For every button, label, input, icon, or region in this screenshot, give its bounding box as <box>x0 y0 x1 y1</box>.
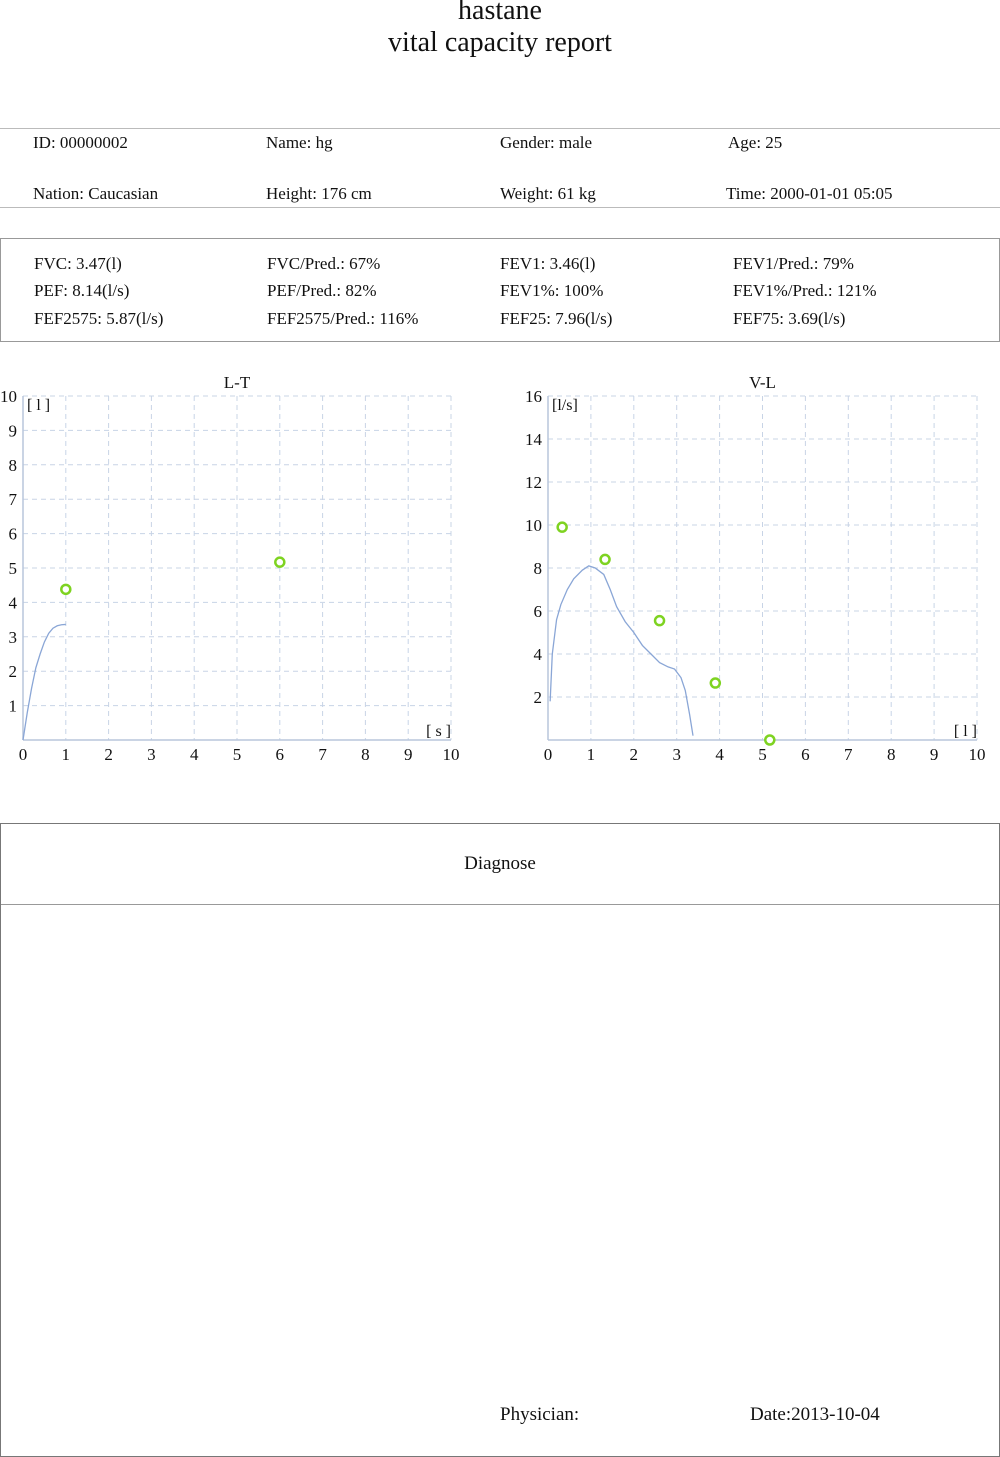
patient-age: Age: 25 <box>728 133 783 152</box>
x-axis-label: [ s ] <box>426 723 451 740</box>
x-tick-label: 10 <box>969 745 986 764</box>
y-tick-label: 8 <box>9 456 18 475</box>
results-box: FVC: 3.47(l) FVC/Pred.: 67% FEV1: 3.46(l… <box>0 238 1000 342</box>
x-tick-label: 3 <box>672 745 681 764</box>
result-pef: PEF: 8.14(l/s) <box>34 281 130 300</box>
y-tick-label: 6 <box>9 525 18 544</box>
patient-name: Name: hg <box>266 133 333 152</box>
x-tick-label: 5 <box>758 745 767 764</box>
report-date: Date:2013-10-04 <box>750 1404 880 1425</box>
x-tick-label: 4 <box>715 745 724 764</box>
x-tick-label: 1 <box>587 745 596 764</box>
predicted-point <box>653 614 666 627</box>
diagnose-heading: Diagnose <box>1 824 999 905</box>
y-tick-label: 2 <box>9 662 18 681</box>
y-tick-label: 2 <box>534 688 543 707</box>
y-tick-label: 12 <box>525 473 542 492</box>
x-tick-label: 2 <box>104 745 113 764</box>
y-tick-label: 9 <box>9 421 18 440</box>
x-tick-label: 9 <box>404 745 413 764</box>
chart-title: L-T <box>224 373 251 392</box>
chart-title: V-L <box>749 373 776 392</box>
y-tick-label: 8 <box>534 559 543 578</box>
predicted-point <box>60 583 72 596</box>
predicted-point <box>274 556 286 568</box>
hospital-name: hastane <box>458 0 542 26</box>
x-tick-label: 5 <box>233 745 242 764</box>
result-fev1-pred: FEV1/Pred.: 79% <box>733 254 854 273</box>
x-tick-label: 0 <box>544 745 553 764</box>
x-axis-label: [ l ] <box>954 723 977 740</box>
x-tick-label: 4 <box>190 745 199 764</box>
patient-weight: Weight: 61 kg <box>500 184 596 203</box>
result-pef-pred: PEF/Pred.: 82% <box>267 281 377 300</box>
result-fvc-pred: FVC/Pred.: 67% <box>267 254 381 273</box>
y-axis-label: [l/s] <box>552 397 578 414</box>
series-line <box>549 565 694 736</box>
predicted-point <box>556 521 568 533</box>
y-tick-label: 4 <box>534 645 543 664</box>
result-fef2575: FEF2575: 5.87(l/s) <box>34 309 164 328</box>
result-fef25: FEF25: 7.96(l/s) <box>500 309 613 328</box>
patient-gender: Gender: male <box>500 133 593 152</box>
predicted-point <box>764 734 776 746</box>
predicted-point <box>599 553 611 566</box>
x-tick-label: 8 <box>887 745 896 764</box>
result-fef75: FEF75: 3.69(l/s) <box>733 309 846 328</box>
result-fev1-percent-pred: FEV1%/Pred.: 121% <box>733 281 877 300</box>
patient-time: Time: 2000-01-01 05:05 <box>726 184 893 203</box>
y-tick-label: 3 <box>9 628 18 647</box>
x-tick-label: 2 <box>630 745 639 764</box>
x-tick-label: 8 <box>361 745 370 764</box>
result-fef2575-pred: FEF2575/Pred.: 116% <box>267 309 419 328</box>
x-tick-label: 10 <box>443 745 460 764</box>
report-title: vital capacity report <box>388 27 612 58</box>
x-tick-label: 7 <box>844 745 853 764</box>
y-axis-label: [ l ] <box>27 397 50 414</box>
patient-nation: Nation: Caucasian <box>33 184 159 203</box>
y-tick-label: 5 <box>9 559 18 578</box>
series-line <box>22 623 66 741</box>
y-tick-label: 10 <box>0 387 17 406</box>
x-tick-label: 9 <box>930 745 939 764</box>
x-tick-label: 1 <box>62 745 71 764</box>
result-fev1: FEV1: 3.46(l) <box>500 254 596 273</box>
x-tick-label: 3 <box>147 745 156 764</box>
predicted-point <box>709 677 722 689</box>
y-tick-label: 10 <box>525 516 542 535</box>
patient-height: Height: 176 cm <box>266 184 372 203</box>
x-tick-label: 6 <box>276 745 285 764</box>
patient-id: ID: 00000002 <box>33 133 128 152</box>
chart-l-t: L-T 0 1 2 3 4 5 6 7 8 9 10 1 2 3 4 5 6 7 8 9 10 [ l ] [ s ] <box>0 373 460 764</box>
y-tick-label: 7 <box>9 490 18 509</box>
x-tick-label: 0 <box>19 745 28 764</box>
y-tick-label: 1 <box>9 697 18 716</box>
y-tick-label: 16 <box>525 387 542 406</box>
x-tick-label: 7 <box>318 745 327 764</box>
physician-label: Physician: <box>500 1404 580 1425</box>
x-tick-label: 6 <box>801 745 810 764</box>
y-tick-label: 6 <box>534 602 543 621</box>
patient-info-box: ID: 00000002 Name: hg Gender: male Age: … <box>0 128 1000 208</box>
y-tick-label: 14 <box>525 430 543 449</box>
result-fev1-percent: FEV1%: 100% <box>500 281 604 300</box>
y-tick-label: 4 <box>9 593 18 612</box>
result-fvc: FVC: 3.47(l) <box>34 254 122 273</box>
diagnose-box: Diagnose Physician: Date:2013-10-04 <box>0 823 1000 1457</box>
